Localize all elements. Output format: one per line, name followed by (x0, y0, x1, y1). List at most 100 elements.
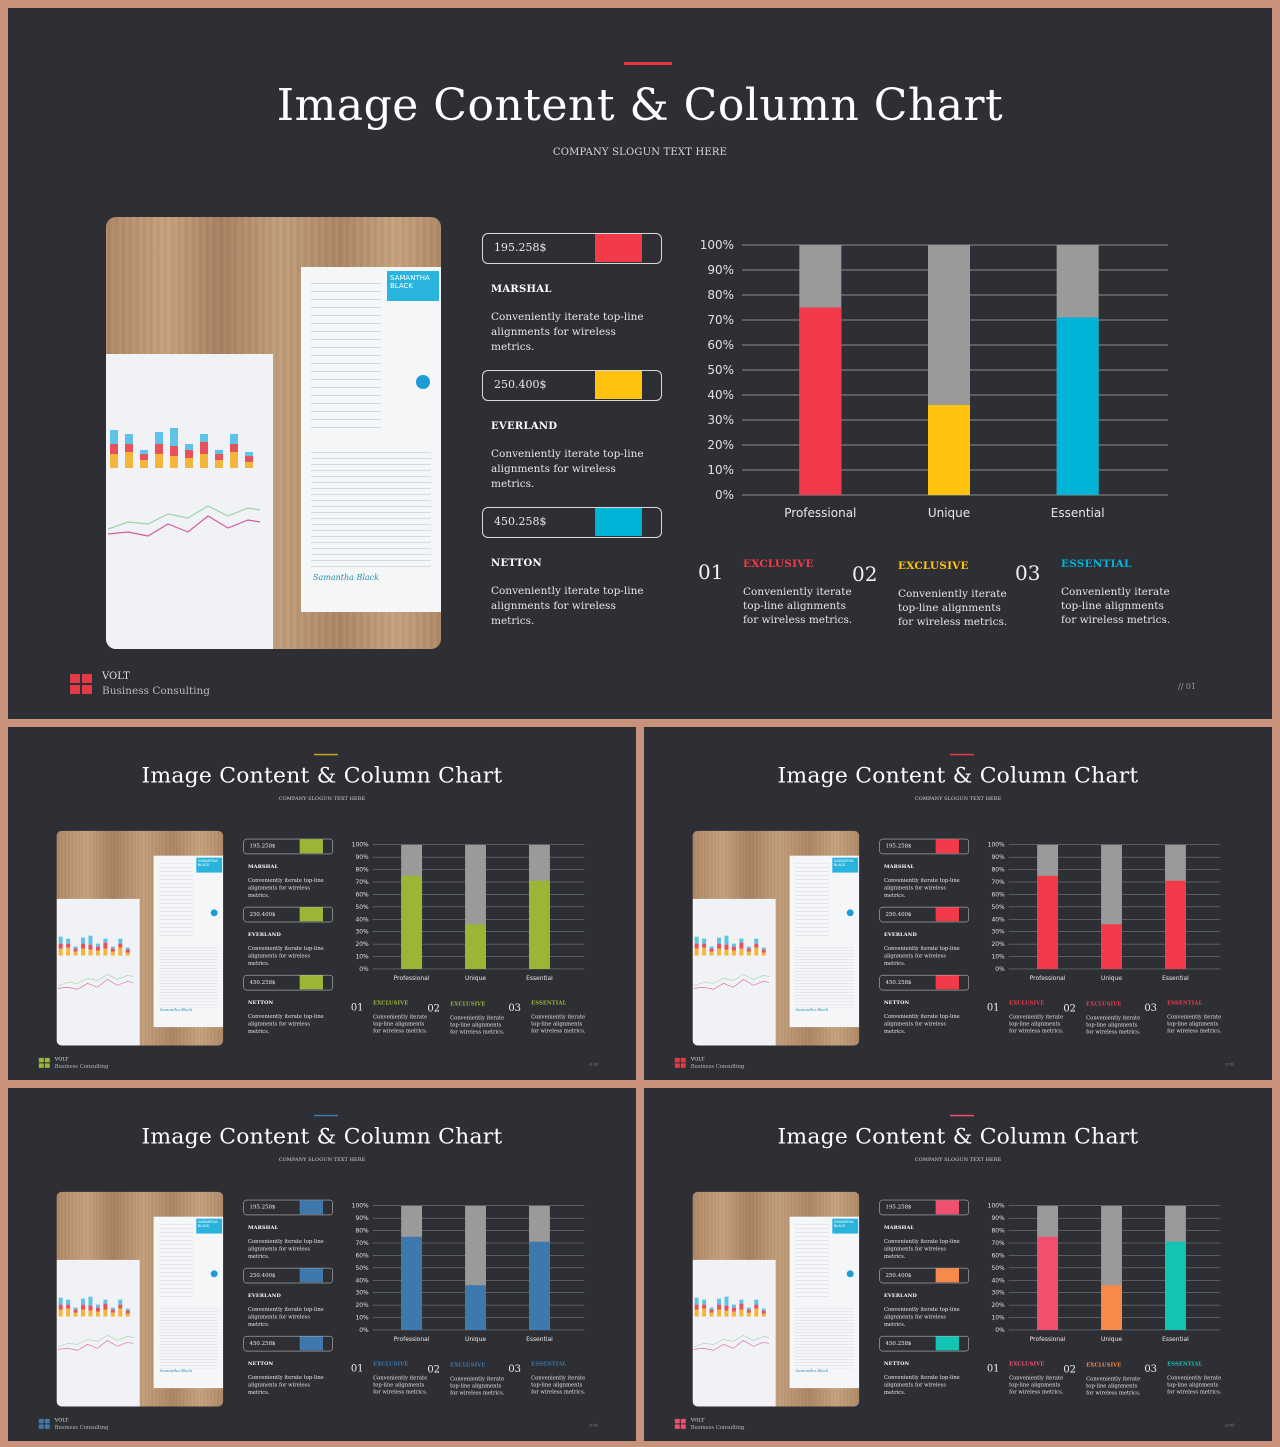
paper-line-chart (108, 505, 260, 537)
paper-bar-segment (103, 942, 108, 949)
paper-bar-segment (746, 946, 751, 949)
paper-bar-segment (88, 1305, 93, 1311)
stat-box-netton: 450.258$ (243, 974, 333, 991)
x-category-label: Professional (394, 975, 430, 982)
feature-number: 02 (427, 1002, 440, 1015)
paper-bar-segment (702, 938, 707, 944)
stat-color-swatch (299, 1268, 323, 1283)
slide-5[interactable]: Image Content & Column Chart COMPANY SLO… (644, 1088, 1272, 1441)
bar-unique (465, 1285, 486, 1330)
paper-bar-segment (118, 947, 123, 956)
resume-header: SAMANTHA BLACK (832, 1218, 859, 1234)
slide-2[interactable]: Image Content & Column Chart COMPANY SLO… (8, 727, 636, 1080)
feature-number: 01 (986, 1362, 1000, 1375)
stat-box-everland: 250.400$ (879, 906, 969, 923)
paper-bar-segment (709, 1309, 714, 1313)
stat-value: 250.400$ (249, 910, 276, 918)
stat-box-marshal: 195.258$ (879, 838, 969, 855)
y-tick-label: 100% (700, 238, 734, 252)
chart-paper (56, 898, 140, 1046)
stat-color-swatch (595, 371, 642, 399)
paper-line-chart (57, 1335, 134, 1351)
paper-bar-segment (709, 1312, 714, 1317)
feature-title: EXCLUSIVE (373, 1361, 409, 1368)
paper-bar-segment (110, 1307, 115, 1310)
paper-bar-segment (73, 946, 78, 949)
paper-bar-segment (110, 1309, 115, 1313)
feature-desc: Conveniently iterate top-line alignments… (743, 586, 853, 626)
y-tick-label: 50% (707, 363, 734, 377)
resume-text-lines (158, 1224, 194, 1300)
bar-unique (1101, 1285, 1122, 1330)
y-tick-label: 60% (991, 1252, 1005, 1259)
y-tick-label: 50% (991, 904, 1005, 911)
paper-bar-segment (694, 948, 699, 956)
stat-name: MARSHAL (247, 1225, 279, 1231)
paper-bar-chart (108, 394, 260, 468)
stat-name: MARSHAL (247, 864, 279, 870)
paper-bar-segment (81, 1309, 86, 1317)
x-category-label: Professional (1030, 1336, 1066, 1343)
y-tick-label: 90% (991, 1215, 1005, 1222)
feature-title: EXCLUSIVE (373, 1000, 409, 1007)
paper-bar-chart (694, 919, 770, 956)
slide-slogan: COMPANY SLOGUN TEXT HERE (278, 796, 366, 802)
paper-bar-segment (125, 947, 130, 950)
slide-title: Image Content & Column Chart (141, 762, 503, 789)
stat-desc: Conveniently iterate top-line alignments… (883, 1374, 960, 1396)
resume-text-lines (794, 1308, 855, 1369)
x-category-label: Essential (1162, 1336, 1189, 1343)
paper-bar-segment (754, 1299, 759, 1305)
x-category-label: Essential (526, 1336, 553, 1343)
desk-photo: SAMANTHA BLACK Samantha Black (56, 830, 224, 1046)
stat-color-swatch (935, 975, 959, 990)
paper-bar-segment (66, 1304, 71, 1309)
paper-bar-segment (118, 938, 123, 944)
stat-desc: Conveniently iterate top-line alignments… (247, 1013, 324, 1035)
stat-desc: Conveniently iterate top-line alignments… (247, 1306, 324, 1328)
paper-bar-segment (103, 948, 108, 956)
paper-bar-segment (761, 1310, 766, 1314)
title-accent-line (314, 753, 338, 756)
bar-professional (1037, 1236, 1059, 1330)
y-tick-label: 70% (355, 1240, 369, 1247)
paper-bar-segment (125, 952, 130, 956)
feature-number: 01 (698, 560, 724, 584)
feature-number: 02 (1063, 1363, 1076, 1376)
brand-sub: Business Consulting (690, 1063, 745, 1070)
slide-title: Image Content & Column Chart (777, 762, 1139, 789)
y-tick-label: 20% (355, 941, 369, 948)
resume-paper: SAMANTHA BLACK Samantha Black (789, 1216, 860, 1389)
paper-bar-segment (58, 1297, 63, 1305)
slide-3[interactable]: Image Content & Column Chart COMPANY SLO… (644, 727, 1272, 1080)
feature-title: EXCLUSIVE (898, 560, 969, 572)
column-chart: 0% 10% 20% 30% 40% 50% 60% 70% 80% 90% 100% Profess… (352, 842, 585, 982)
paper-bar-segment (118, 1308, 123, 1317)
slide-4[interactable]: Image Content & Column Chart COMPANY SLO… (8, 1088, 636, 1441)
volt-logo-icon (38, 1418, 50, 1429)
y-tick-label: 60% (991, 891, 1005, 898)
stat-value: 195.258$ (885, 842, 912, 850)
resume-text-lines (158, 1308, 219, 1369)
paper-bar-segment (731, 1304, 736, 1308)
chart-paper (692, 1259, 776, 1407)
stat-name: NETTON (491, 558, 542, 569)
paper-bar-segment (724, 944, 729, 950)
feature-desc: Conveniently iterate top-line alignments… (1061, 586, 1171, 626)
column-chart: 0% 10% 20% 30% 40% 50% 60% 70% 80% 90% 100% Profess… (988, 1203, 1221, 1343)
paper-bar-segment (170, 446, 178, 456)
stat-value: 195.258$ (494, 241, 547, 254)
slide-1[interactable]: Image Content & Column Chart COMPANY SLO… (8, 8, 1272, 719)
y-tick-label: 100% (352, 842, 369, 849)
y-tick-label: 10% (991, 954, 1005, 961)
y-tick-label: 0% (359, 966, 369, 973)
page-number: // 01 (1225, 1422, 1235, 1428)
stat-value: 450.258$ (885, 978, 912, 986)
paper-bar-segment (717, 1309, 722, 1317)
stat-box-everland: 250.400$ (243, 906, 333, 923)
paper-bar-segment (694, 943, 699, 949)
paper-bar-segment (761, 1313, 766, 1317)
paper-bar-segment (118, 943, 123, 948)
stat-desc: Conveniently iterate top-line alignments… (491, 311, 644, 353)
stat-color-swatch (299, 1336, 323, 1351)
